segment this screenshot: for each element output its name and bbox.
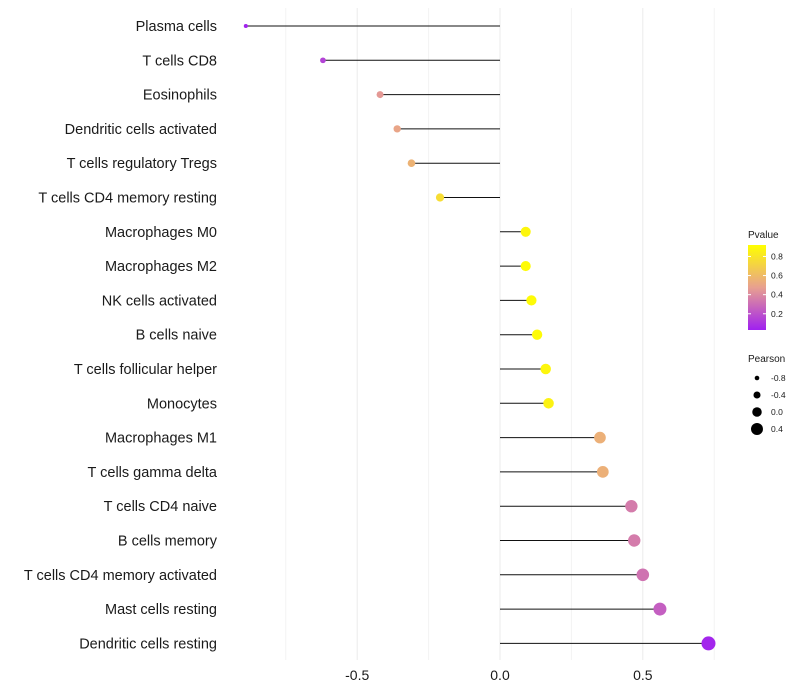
size-legend-dot: [754, 375, 760, 381]
lollipop-point: [520, 226, 531, 237]
lollipop-point: [520, 261, 531, 272]
category-label: NK cells activated: [102, 293, 217, 309]
category-label: T cells gamma delta: [88, 465, 218, 481]
lollipop-point: [543, 398, 554, 409]
colorbar-tick-label: 0.8: [771, 251, 783, 261]
lollipop-point: [636, 568, 650, 582]
size-legend-dot: [753, 391, 761, 399]
lollipop-point: [407, 159, 416, 168]
lollipop-point: [320, 57, 326, 64]
x-tick-label: 0.5: [633, 667, 653, 683]
colorbar-tick-label: 0.6: [771, 271, 783, 281]
lollipop-point: [594, 431, 606, 444]
category-label: Plasma cells: [136, 19, 217, 35]
y-axis-labels: Plasma cells T cells CD8 Eosinophils Dendri…: [24, 19, 218, 652]
size-legend-label: -0.4: [771, 390, 786, 400]
lollipop-point: [531, 329, 543, 340]
lollipop-point: [526, 295, 537, 306]
lollipop-stems: [245, 25, 709, 644]
category-label: Eosinophils: [143, 88, 217, 104]
lollipop-point: [701, 636, 716, 651]
lollipop-point: [376, 91, 384, 99]
category-label: T cells CD4 naive: [104, 499, 217, 515]
category-label: T cells CD4 memory resting: [38, 191, 217, 207]
category-label: T cells CD8: [142, 53, 217, 69]
category-label: Mast cells resting: [105, 602, 217, 618]
grid-lines: [285, 8, 715, 660]
pvalue-legend-title: Pvalue: [748, 230, 779, 241]
pearson-legend-title: Pearson: [748, 354, 785, 365]
category-label: Monocytes: [147, 396, 217, 412]
category-label: B cells naive: [136, 328, 217, 344]
lollipop-point: [435, 193, 445, 202]
lollipop-point: [596, 466, 609, 478]
size-legend-dot: [752, 407, 762, 417]
category-label: T cells CD4 memory activated: [24, 568, 217, 584]
pvalue-colorbar: [748, 245, 766, 330]
lollipop-point: [628, 534, 641, 547]
category-label: T cells follicular helper: [74, 362, 217, 378]
category-label: Macrophages M0: [105, 225, 217, 241]
category-label: Dendritic cells resting: [79, 636, 217, 652]
lollipop-point: [653, 602, 667, 616]
category-label: B cells memory: [118, 534, 218, 550]
pearson-legend: Pearson -0.8 -0.4 0.0 0.4: [748, 354, 786, 435]
colorbar-tick-label: 0.4: [771, 290, 783, 300]
x-tick-label: 0.0: [490, 667, 510, 683]
lollipop-point: [625, 500, 638, 513]
x-tick-label: -0.5: [345, 667, 369, 683]
size-legend-dot: [751, 423, 763, 435]
lollipop-points: [243, 23, 716, 651]
lollipop-point: [540, 363, 551, 375]
category-label: T cells regulatory Tregs: [67, 156, 217, 172]
category-label: Macrophages M1: [105, 431, 217, 447]
lollipop-point: [393, 125, 401, 133]
x-axis-tick-labels: -0.5 0.0 0.5: [345, 667, 653, 683]
size-legend-label: 0.0: [771, 407, 783, 417]
category-label: Dendritic cells activated: [65, 122, 217, 138]
colorbar-tick-label: 0.2: [771, 309, 783, 319]
lollipop-point: [243, 23, 248, 29]
category-label: Macrophages M2: [105, 259, 217, 275]
size-legend-label: 0.4: [771, 424, 783, 434]
size-legend-label: -0.8: [771, 373, 786, 383]
pvalue-legend: Pvalue 0.8 0.6 0.4 0.2: [748, 230, 783, 330]
